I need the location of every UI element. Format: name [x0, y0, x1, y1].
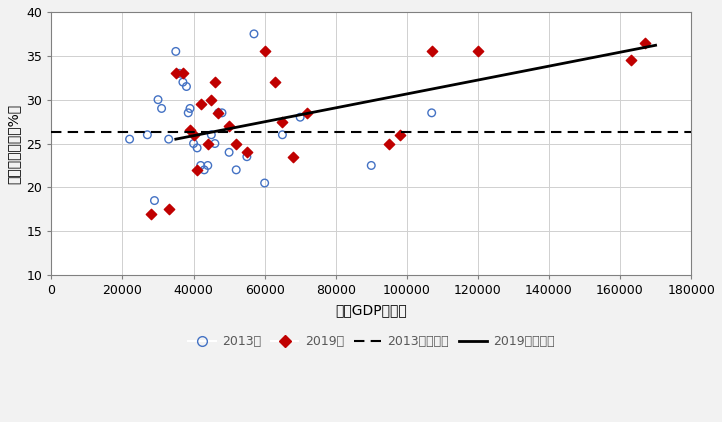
Point [173, 70, 185, 77]
Point [152, 96, 164, 103]
Point [426, 48, 438, 55]
Point [213, 109, 225, 116]
Point [230, 140, 242, 147]
Point [241, 153, 253, 160]
Point [213, 109, 225, 116]
Point [277, 118, 288, 125]
Point [195, 162, 206, 169]
Point [199, 166, 210, 173]
Point [209, 79, 221, 86]
Point [170, 48, 181, 55]
Point [202, 140, 214, 147]
Point [163, 206, 175, 213]
Point [195, 101, 206, 108]
Point [223, 149, 235, 156]
Point [259, 48, 271, 55]
Point [188, 131, 199, 138]
Point [191, 145, 203, 151]
Point [170, 70, 181, 77]
Point [269, 79, 281, 86]
Point [177, 79, 188, 86]
X-axis label: 人均GDP（元）: 人均GDP（元） [336, 303, 407, 316]
Point [149, 197, 160, 204]
Point [472, 48, 484, 55]
Point [177, 70, 188, 77]
Point [302, 109, 313, 116]
Point [365, 162, 377, 169]
Point [277, 131, 288, 138]
Point [145, 210, 157, 217]
Point [184, 105, 196, 112]
Point [216, 109, 227, 116]
Point [180, 83, 192, 90]
Point [206, 96, 217, 103]
Point [191, 166, 203, 173]
Legend: 2013年, 2019年, 2013年趋势线, 2019年趋势线: 2013年, 2019年, 2013年趋势线, 2019年趋势线 [183, 330, 560, 353]
Point [259, 180, 271, 187]
Point [183, 109, 194, 116]
Point [230, 166, 242, 173]
Point [295, 114, 306, 121]
Point [206, 131, 217, 138]
Y-axis label: 居民储蓄倾向（%）: 居民储蓄倾向（%） [7, 103, 21, 184]
Point [184, 127, 196, 134]
Point [209, 140, 221, 147]
Point [163, 136, 175, 143]
Point [188, 140, 199, 147]
Point [248, 30, 260, 37]
Point [142, 131, 153, 138]
Point [394, 131, 406, 138]
Point [202, 162, 214, 169]
Point [123, 136, 135, 143]
Point [426, 109, 438, 116]
Point [625, 57, 637, 64]
Point [639, 39, 651, 46]
Point [287, 153, 299, 160]
Point [156, 105, 168, 112]
Point [223, 123, 235, 130]
Point [383, 140, 395, 147]
Point [241, 149, 253, 156]
